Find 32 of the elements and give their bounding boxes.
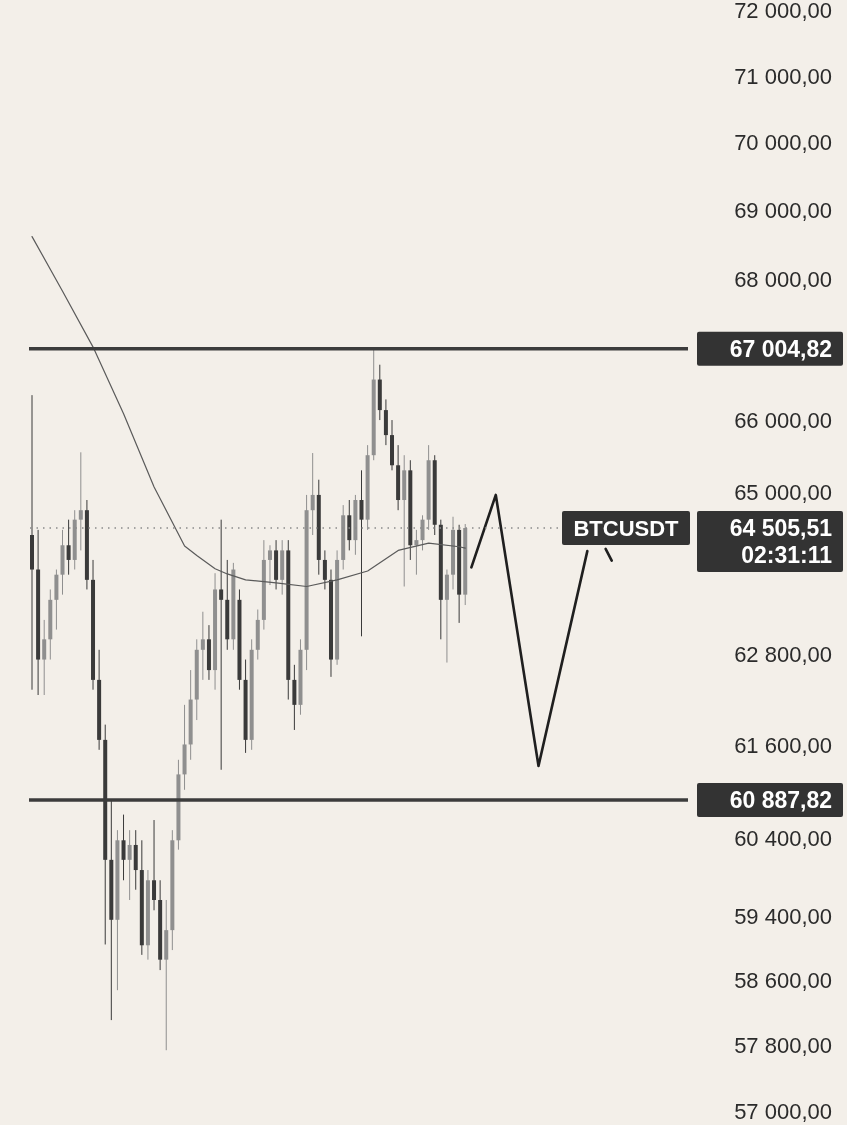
candlestick (30, 394, 34, 691)
y-tick-label: 60 400,00 (734, 825, 832, 851)
y-tick-label: 71 000,00 (734, 63, 832, 89)
text: 02:31:11 (741, 542, 833, 569)
y-tick-label: 57 000,00 (734, 1098, 832, 1124)
y-tick-label: 58 600,00 (734, 968, 832, 994)
candlestick (414, 529, 419, 576)
y-tick-label: 65 000,00 (734, 479, 832, 505)
candlestick (121, 814, 126, 881)
ref-line-label: 67 004,82 (729, 336, 832, 363)
candlestick (267, 544, 272, 586)
y-tick-label: 72 000,00 (734, 0, 832, 23)
ref-line-label: 64 505,51 (729, 515, 833, 542)
line-series (31, 236, 466, 588)
candlestick (219, 519, 224, 771)
y-tick-label: 66 000,00 (734, 407, 832, 433)
candlestick (66, 519, 71, 576)
candlestick (127, 829, 132, 901)
y-tick-label: 70 000,00 (734, 130, 832, 156)
y-tick-label: 59 400,00 (734, 904, 832, 930)
candlestick (152, 819, 157, 911)
ref-line-label: 60 887,82 (729, 787, 832, 814)
y-tick-label: 68 000,00 (734, 267, 832, 293)
y-tick-label: 69 000,00 (734, 198, 832, 224)
y-tick-label: 61 600,00 (734, 732, 832, 758)
annotation: BTCUSDT (573, 515, 680, 541)
candlestick (359, 469, 364, 637)
y-tick-label: 57 800,00 (734, 1033, 832, 1059)
candlestick (200, 611, 205, 681)
y-tick-label: 62 800,00 (734, 642, 832, 667)
candlestick (42, 619, 47, 696)
candlestick (322, 549, 327, 590)
